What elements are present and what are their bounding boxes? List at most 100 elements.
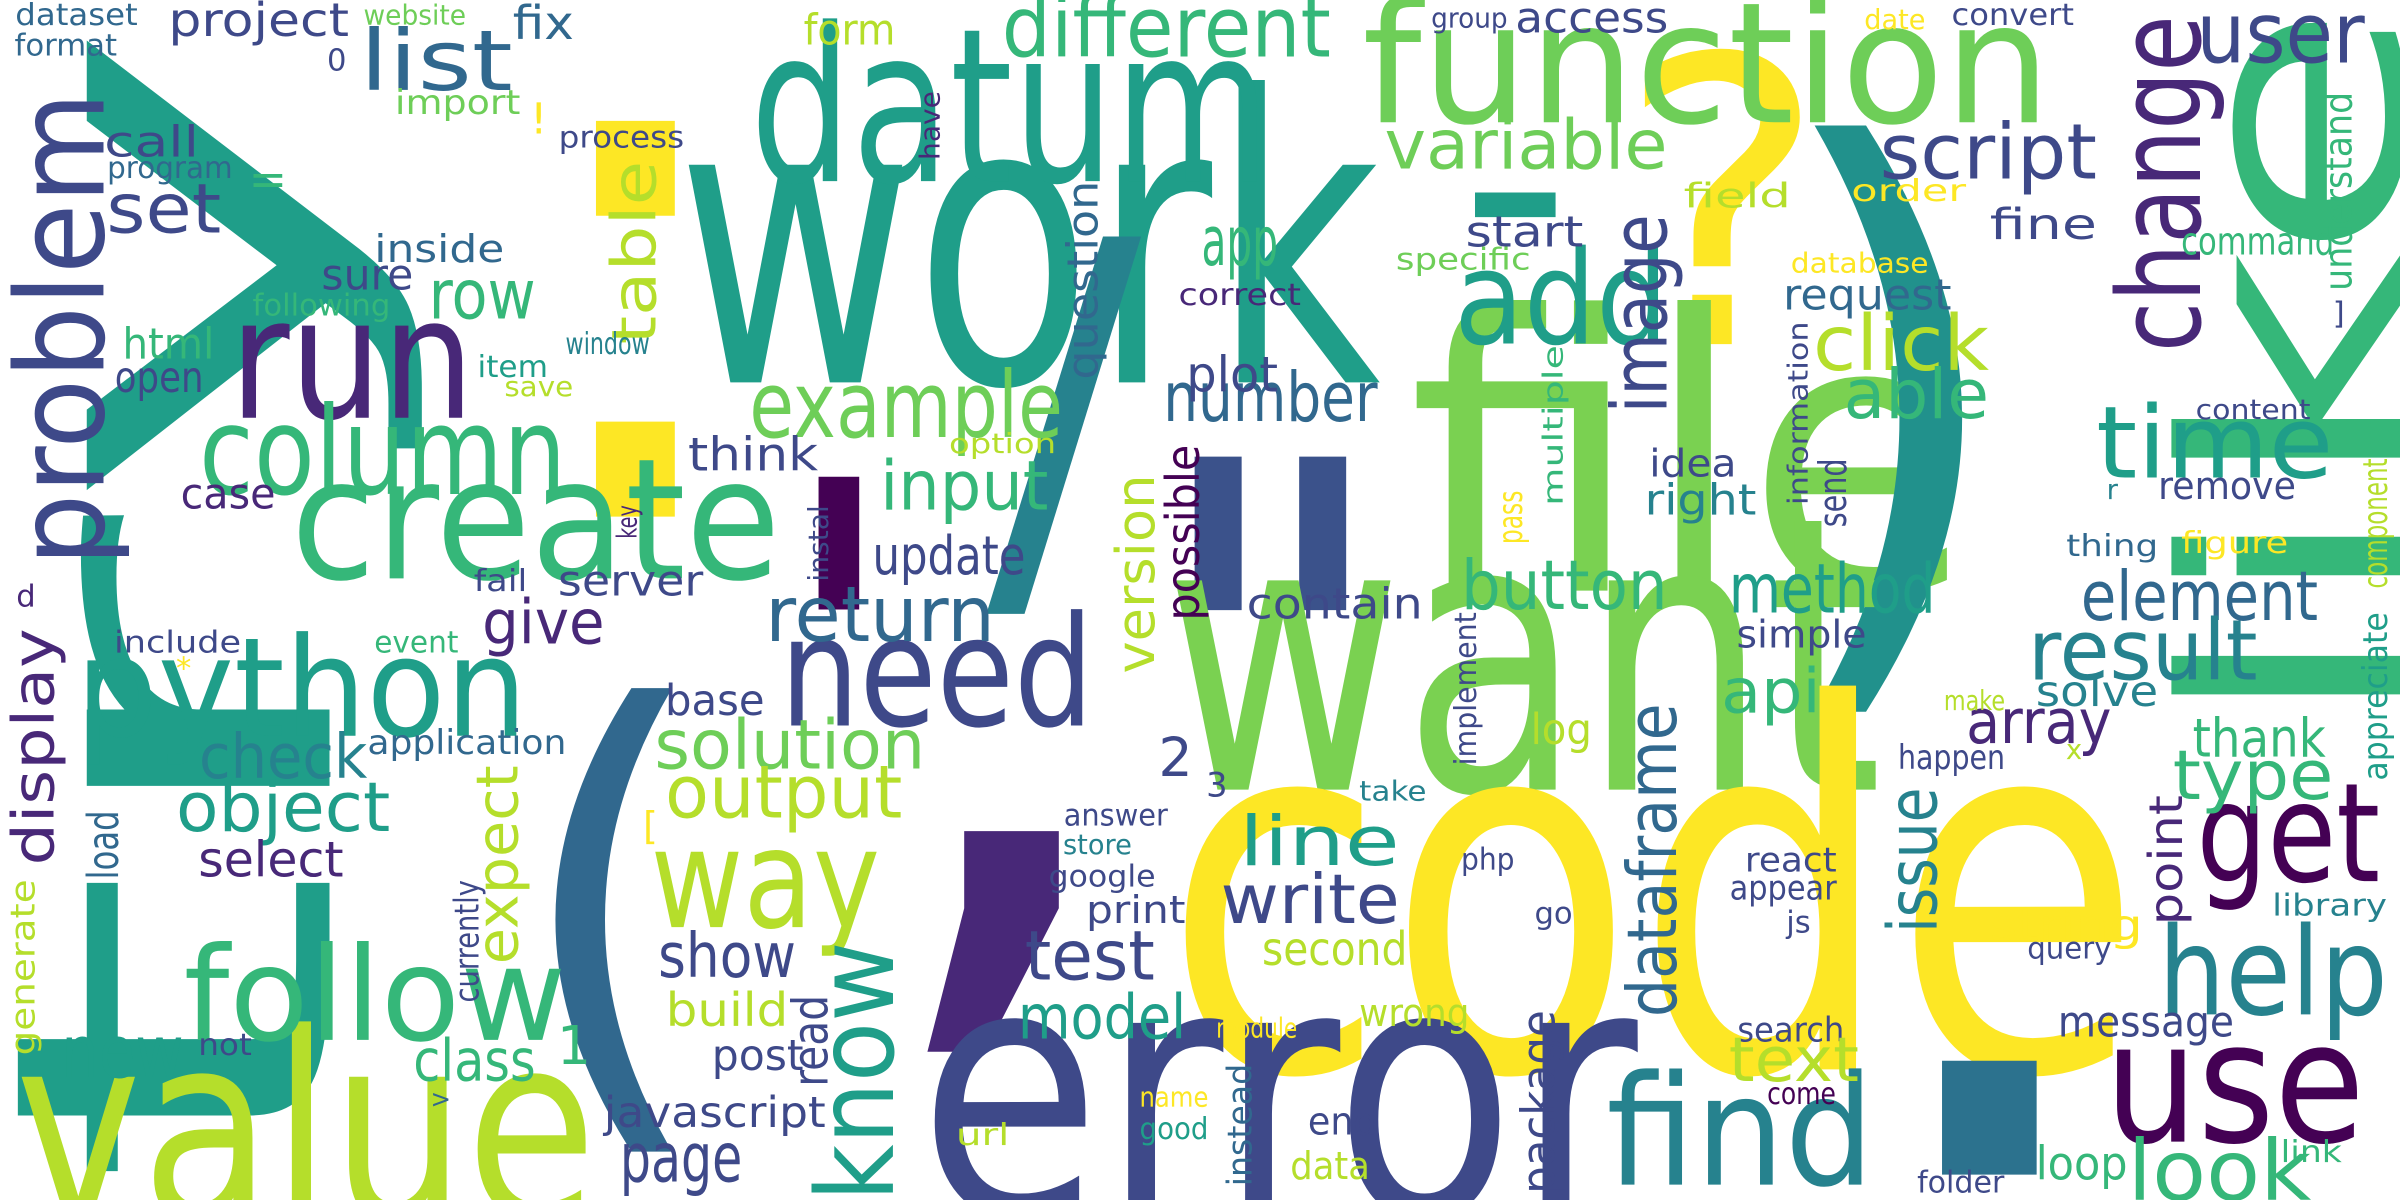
word: idea	[1649, 441, 1736, 486]
word: data	[1290, 1144, 1370, 1189]
word: group	[1431, 2, 1508, 34]
word: second	[1262, 922, 1407, 976]
word: js	[1785, 905, 1810, 940]
word: method	[1729, 549, 1936, 629]
word: (	[511, 600, 714, 1200]
word: add	[1454, 222, 1668, 374]
word: user	[2196, 0, 2365, 83]
word: contain	[1247, 580, 1423, 630]
word: example	[749, 352, 1063, 459]
word: thing	[2066, 529, 2158, 564]
word: option	[949, 428, 1056, 460]
word: message	[2058, 997, 2234, 1047]
word: r	[2107, 474, 2119, 506]
word: need	[780, 584, 1094, 762]
word: create	[291, 422, 781, 618]
word: click	[1813, 300, 1990, 389]
word: include	[114, 625, 241, 660]
word: number	[1163, 358, 1378, 438]
word: select	[198, 832, 343, 889]
word: [	[643, 804, 658, 849]
word: import	[395, 83, 521, 122]
word: format	[15, 28, 118, 63]
word: ,	[857, 93, 1149, 1162]
word: dataset	[15, 0, 137, 33]
word: good	[1140, 1112, 1209, 1147]
word: time	[2096, 386, 2333, 501]
word: list	[360, 12, 513, 110]
word: -	[1460, 6, 1570, 362]
word: library	[2272, 889, 2387, 924]
word: display	[0, 628, 68, 865]
word: php	[1461, 843, 1515, 878]
word: build	[666, 983, 788, 1037]
word: load	[79, 810, 129, 879]
word: help	[2158, 900, 2388, 1043]
word: save	[504, 371, 573, 403]
word: 2	[1158, 726, 1192, 789]
word: window	[566, 327, 650, 362]
word: show	[658, 921, 796, 992]
word: date	[1864, 4, 1925, 36]
word: follow	[184, 919, 567, 1071]
word: javascript	[603, 1088, 826, 1138]
word: input	[880, 447, 1048, 527]
word: !	[530, 94, 547, 144]
word: google	[1048, 860, 1155, 895]
word: output	[665, 750, 902, 835]
word: row	[429, 255, 536, 335]
word: appear	[1730, 868, 1837, 907]
word: come	[1767, 1077, 1836, 1112]
word: request	[1783, 270, 1951, 320]
word: *	[176, 651, 191, 686]
word: app	[1202, 202, 1279, 282]
word: folder	[1917, 1166, 2005, 1200]
word: send	[1811, 458, 1856, 527]
word: package	[1511, 1010, 1565, 1194]
word: 3	[1206, 766, 1227, 805]
word: way	[651, 800, 881, 960]
word: 0	[327, 44, 346, 79]
word: module	[1216, 1013, 1297, 1045]
word: solution	[654, 705, 925, 785]
word: want	[1163, 436, 1882, 881]
word: name	[1140, 1081, 1209, 1113]
word: generate	[3, 879, 42, 1055]
word: fine	[1990, 200, 2097, 250]
word: multiple	[1538, 345, 1570, 506]
word: script	[1880, 109, 2097, 198]
word: html	[122, 319, 214, 369]
word: try	[0, 15, 435, 1194]
word: class	[413, 1027, 535, 1095]
word: figure	[2181, 526, 2288, 561]
word: test	[1025, 917, 1155, 997]
word: happen	[1898, 738, 2005, 777]
word: correct	[1179, 278, 1301, 313]
word: wrong	[1359, 991, 1469, 1036]
word: able	[1844, 355, 1989, 435]
word: convert	[1952, 0, 2074, 33]
word: =	[249, 152, 287, 206]
word: think	[688, 428, 819, 482]
word: go	[1534, 896, 1572, 931]
word: dataframe	[1613, 703, 1693, 1017]
word: result	[2028, 602, 2258, 700]
word: post	[712, 1031, 804, 1081]
word: give	[482, 587, 604, 658]
word: /	[986, 146, 1144, 680]
word: pass	[1491, 491, 1530, 545]
word: call	[104, 117, 199, 167]
word: datum	[750, 0, 1270, 232]
word: table	[600, 161, 671, 345]
word: change	[2094, 15, 2228, 352]
word: field	[1684, 176, 1791, 215]
word: fail	[474, 564, 528, 599]
word: find	[1606, 1044, 1874, 1200]
word: remove	[2158, 464, 2296, 509]
word: set	[106, 170, 221, 250]
word: file	[1408, 237, 1974, 682]
word: possible	[1156, 445, 1210, 621]
word: database	[1791, 247, 1929, 279]
word: program	[107, 151, 233, 186]
